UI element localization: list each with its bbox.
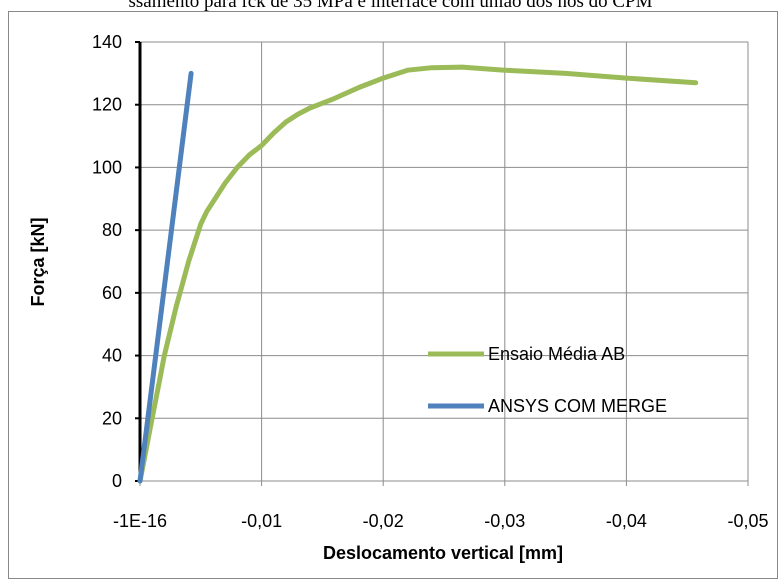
legend: Ensaio Média AB ANSYS COM MERGE xyxy=(428,344,667,416)
tick-labels: 0 20 40 60 80 100 120 140 -1E-16 -0,01 -0,02 -0,03 -… xyxy=(92,32,769,531)
y-axis-label: Força [kN] xyxy=(28,217,48,306)
x-tick-label: -0,01 xyxy=(241,511,282,531)
chart-frame xyxy=(8,11,778,579)
x-tick-label: -0,02 xyxy=(363,511,404,531)
y-tick-label: 20 xyxy=(102,408,122,428)
x-tick-label: -1E-16 xyxy=(113,511,167,531)
y-tick-label: 60 xyxy=(102,283,122,303)
page-caption: ssamento para fck de 35 MPa e interface … xyxy=(128,0,653,12)
legend-label-1: Ensaio Média AB xyxy=(488,344,625,364)
y-tick-label: 100 xyxy=(92,157,122,177)
x-tick-label: -0,03 xyxy=(484,511,525,531)
y-tick-label: 140 xyxy=(92,32,122,52)
y-tick-label: 40 xyxy=(102,346,122,366)
series-line-1 xyxy=(137,64,699,484)
series-lines xyxy=(137,64,699,484)
legend-label-2: ANSYS COM MERGE xyxy=(488,396,667,416)
y-tick-label: 80 xyxy=(102,220,122,240)
x-tick-label: -0,04 xyxy=(606,511,647,531)
series-line-2 xyxy=(137,70,194,484)
y-tick-label: 120 xyxy=(92,95,122,115)
y-tick-label: 0 xyxy=(112,471,122,491)
x-tick-label: -0,05 xyxy=(727,511,768,531)
x-axis-label: Deslocamento vertical [mm] xyxy=(323,543,563,563)
axes xyxy=(135,41,749,486)
